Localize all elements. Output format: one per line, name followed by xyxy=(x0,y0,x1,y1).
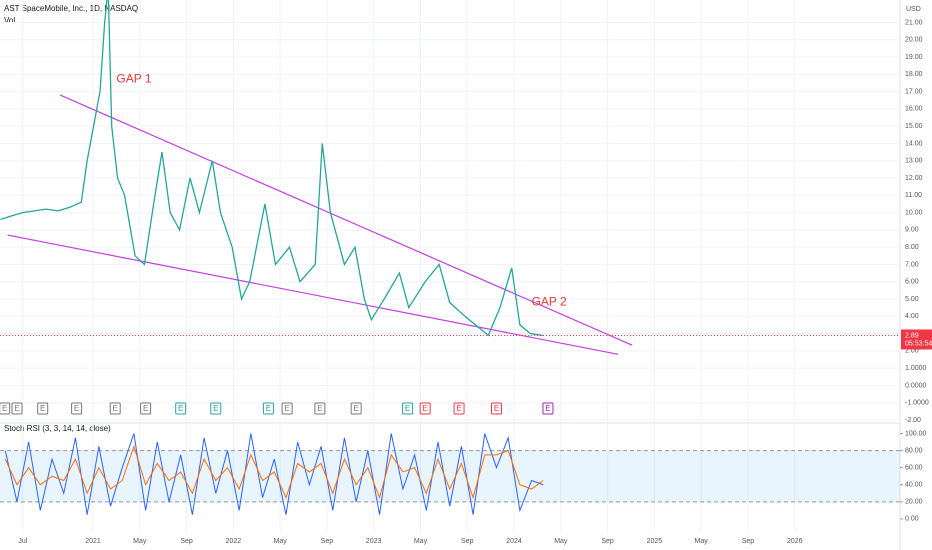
annotation: GAP 2 xyxy=(532,295,567,309)
stoch-band xyxy=(0,450,900,502)
earnings-marker xyxy=(210,402,222,415)
y-tick-label: -1.0000 xyxy=(905,400,929,407)
y-tick-label: 8.00 xyxy=(905,244,919,251)
x-tick-label: Jul xyxy=(18,538,27,545)
stoch-tick-label: 100.00 xyxy=(905,430,927,437)
earnings-marker xyxy=(262,402,274,415)
volume-label: Vol xyxy=(4,16,15,25)
x-tick-label: 2021 xyxy=(85,538,101,545)
earnings-label: E xyxy=(422,404,427,413)
stoch-line xyxy=(4,444,544,500)
trendline xyxy=(7,234,619,355)
earnings-label: E xyxy=(113,404,118,413)
earnings-marker xyxy=(402,402,414,415)
earnings-marker xyxy=(490,402,502,415)
stoch-tick-label: 0.00 xyxy=(905,516,919,523)
y-tick-label: 19.00 xyxy=(905,54,923,61)
y-tick-label: -2.00 xyxy=(905,417,921,424)
earnings-marker xyxy=(542,402,554,415)
earnings-label: E xyxy=(178,404,183,413)
y-tick-label: 11.00 xyxy=(905,192,922,199)
last-price-label: 2.89 xyxy=(905,332,919,339)
y-tick-label: 21.00 xyxy=(905,19,923,26)
earnings-label: E xyxy=(284,404,289,413)
earnings-label: E xyxy=(40,404,45,413)
earnings-label: E xyxy=(317,404,322,413)
y-tick-label: 5.00 xyxy=(905,296,919,303)
earnings-label: E xyxy=(14,404,19,413)
x-tick-label: May xyxy=(133,538,147,545)
earnings-label: E xyxy=(353,404,358,413)
earnings-label: E xyxy=(545,404,550,413)
earnings-marker xyxy=(175,402,187,415)
earnings-label: E xyxy=(405,404,410,413)
y-tick-label: 2.00 xyxy=(905,348,919,355)
y-tick-label: 13.00 xyxy=(905,158,923,165)
earnings-label: E xyxy=(74,404,79,413)
y-tick-label: 0.0000 xyxy=(905,382,927,389)
x-tick-label: May xyxy=(414,538,428,545)
y-tick-label: 15.00 xyxy=(905,123,923,130)
x-tick-label: May xyxy=(695,538,709,545)
x-tick-label: Sep xyxy=(601,538,614,545)
y-tick-label: 10.00 xyxy=(905,209,923,216)
trendline xyxy=(59,94,633,346)
stoch-tick-label: 40.00 xyxy=(905,482,923,489)
y-tick-label: 14.00 xyxy=(905,140,923,147)
y-tick-label: 17.00 xyxy=(905,88,923,95)
x-tick-label: May xyxy=(554,538,568,545)
y-tick-label: 20.00 xyxy=(905,37,923,44)
earnings-marker xyxy=(314,402,326,415)
x-tick-label: 2023 xyxy=(366,538,382,545)
earnings-marker xyxy=(350,402,362,415)
x-tick-label: 2022 xyxy=(226,538,242,545)
earnings-marker xyxy=(109,402,121,415)
y-tick-label: 16.00 xyxy=(905,106,923,113)
stoch-line xyxy=(4,433,544,515)
y-tick-label: 1.0000 xyxy=(905,365,927,372)
y-tick-label: 9.00 xyxy=(905,227,919,234)
price-line xyxy=(0,0,544,337)
stoch-tick-label: 20.00 xyxy=(905,499,923,506)
earnings-label: E xyxy=(2,404,7,413)
earnings-marker xyxy=(71,402,83,415)
countdown-label: 05:53:54 xyxy=(905,340,932,347)
earnings-marker xyxy=(419,402,431,415)
earnings-label: E xyxy=(494,404,499,413)
y-tick-label: 7.00 xyxy=(905,261,919,268)
earnings-marker xyxy=(453,402,465,415)
y-tick-label: 4.00 xyxy=(905,313,919,320)
x-tick-label: Sep xyxy=(180,538,193,545)
stoch-title: Stoch RSI (3, 3, 14, 14, close) xyxy=(4,424,111,433)
x-tick-label: 2026 xyxy=(787,538,803,545)
x-tick-label: Sep xyxy=(321,538,334,545)
earnings-label: E xyxy=(213,404,218,413)
earnings-marker xyxy=(37,402,49,415)
x-tick-label: 2024 xyxy=(506,538,522,545)
annotation: GAP 1 xyxy=(116,72,151,86)
earnings-marker xyxy=(11,402,23,415)
last-price-box xyxy=(901,329,932,350)
chart-title: AST SpaceMobile, Inc., 1D, NASDAQ xyxy=(4,4,138,13)
stoch-tick-label: 60.00 xyxy=(905,465,923,472)
earnings-label: E xyxy=(456,404,461,413)
stoch-tick-label: 80.00 xyxy=(905,447,923,454)
x-tick-label: 2025 xyxy=(647,538,663,545)
earnings-label: E xyxy=(266,404,271,413)
earnings-marker xyxy=(0,402,11,415)
currency: USD xyxy=(906,6,921,13)
earnings-marker xyxy=(281,402,293,415)
x-tick-label: May xyxy=(273,538,287,545)
earnings-marker xyxy=(140,402,152,415)
earnings-label: E xyxy=(143,404,148,413)
x-tick-label: Sep xyxy=(742,538,755,545)
y-tick-label: 18.00 xyxy=(905,71,923,78)
y-tick-label: 6.00 xyxy=(905,279,919,286)
y-tick-label: 12.00 xyxy=(905,175,923,182)
x-tick-label: Sep xyxy=(461,538,474,545)
